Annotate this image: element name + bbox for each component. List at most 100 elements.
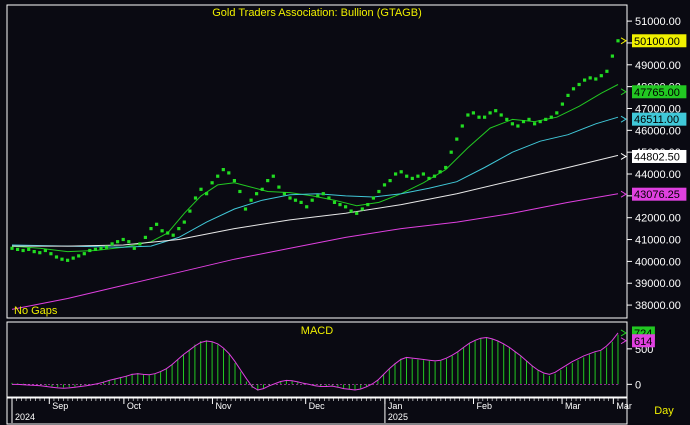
price-point: [494, 109, 498, 113]
price-point: [255, 192, 259, 196]
price-point: [505, 117, 509, 121]
price-point: [282, 192, 286, 196]
price-point: [71, 256, 75, 260]
macd-tag-arrow: [620, 329, 627, 337]
month-label: Oct: [127, 401, 142, 411]
price-point: [38, 251, 42, 255]
price-tag-label: 44802.50: [634, 151, 680, 163]
price-point: [116, 240, 120, 244]
price-point: [327, 196, 331, 200]
price-point: [288, 196, 292, 200]
price-point: [538, 120, 542, 124]
price-point: [360, 207, 364, 211]
price-point: [277, 185, 281, 189]
price-point: [88, 248, 92, 253]
price-tag-box: [632, 112, 687, 126]
price-point: [238, 189, 242, 194]
price-point: [521, 120, 526, 124]
price-point: [127, 240, 131, 244]
no-gaps-note: No Gaps: [14, 305, 58, 317]
price-point: [182, 220, 186, 224]
price-point: [155, 222, 159, 226]
price-panel-frame: [6, 4, 628, 319]
date-axis-strip: [6, 397, 628, 425]
price-point: [560, 102, 564, 106]
price-point: [338, 203, 342, 207]
price-point: [382, 183, 387, 187]
price-point: [271, 174, 275, 178]
price-point: [193, 196, 198, 200]
price-point: [427, 176, 431, 180]
price-tick-label: 46000.00: [635, 125, 681, 137]
price-point: [410, 176, 414, 180]
price-point: [444, 165, 448, 170]
price-point: [321, 192, 325, 196]
price-point: [166, 231, 170, 235]
macd-tag-label: 614: [634, 336, 652, 348]
price-point: [377, 189, 381, 194]
price-point: [104, 245, 109, 249]
price-point: [221, 168, 225, 172]
price-tick-label: 38000.00: [635, 300, 681, 312]
price-tick-label: 44000.00: [635, 169, 681, 181]
price-point: [49, 252, 53, 256]
price-point: [299, 200, 303, 204]
price-point: [583, 78, 587, 82]
price-tag-box: [632, 149, 687, 163]
price-point: [488, 111, 492, 115]
macd-tag-box: [632, 334, 655, 348]
price-tick-label: 42000.00: [635, 213, 681, 225]
price-tick-label: 49000.00: [635, 60, 681, 72]
price-point: [349, 209, 353, 213]
price-tag-arrow: [620, 153, 627, 160]
price-point: [594, 77, 598, 81]
price-point: [205, 192, 209, 196]
date-x-axis: Sep Oct Nov Dec Jan Feb Mar Mar 2024 2025: [11, 398, 632, 423]
month-label: Feb: [476, 401, 492, 411]
price-point: [471, 111, 475, 115]
price-point: [332, 200, 337, 204]
macd-histogram: [11, 334, 619, 391]
period-label: Day: [654, 405, 674, 417]
price-point: [10, 246, 14, 250]
price-point: [243, 207, 248, 211]
price-point: [227, 171, 231, 175]
price-point: [394, 172, 398, 176]
price-tag-box: [632, 34, 687, 48]
price-point: [388, 179, 392, 183]
price-point: [293, 198, 298, 202]
price-point: [499, 113, 503, 117]
price-point: [232, 179, 236, 183]
year-label: 2025: [388, 412, 408, 422]
price-point: [566, 93, 570, 97]
price-tag-arrow: [620, 190, 627, 198]
price-point: [43, 248, 47, 253]
price-point: [121, 237, 125, 242]
price-point: [199, 187, 203, 191]
price-tag-label: 47765.00: [634, 87, 680, 99]
price-point: [449, 150, 453, 154]
month-label: Nov: [215, 401, 232, 411]
month-label: Sep: [52, 401, 68, 411]
macd-signal-line: [12, 332, 619, 391]
price-point: [344, 205, 348, 209]
price-tag-box: [632, 85, 687, 99]
price-point: [355, 211, 359, 215]
price-point: [555, 111, 559, 115]
price-point: [610, 54, 614, 58]
price-points: [10, 39, 620, 262]
price-point: [316, 194, 320, 198]
year-label: 2024: [15, 412, 35, 422]
price-moving-averages: [11, 84, 619, 310]
price-point: [477, 115, 481, 119]
price-tag-arrow: [620, 37, 627, 45]
month-label: Mar: [565, 401, 581, 411]
moving-average-line-1: [11, 84, 619, 253]
price-point: [93, 247, 97, 251]
price-point: [188, 209, 192, 213]
price-point: [432, 174, 437, 178]
price-point: [260, 187, 264, 191]
